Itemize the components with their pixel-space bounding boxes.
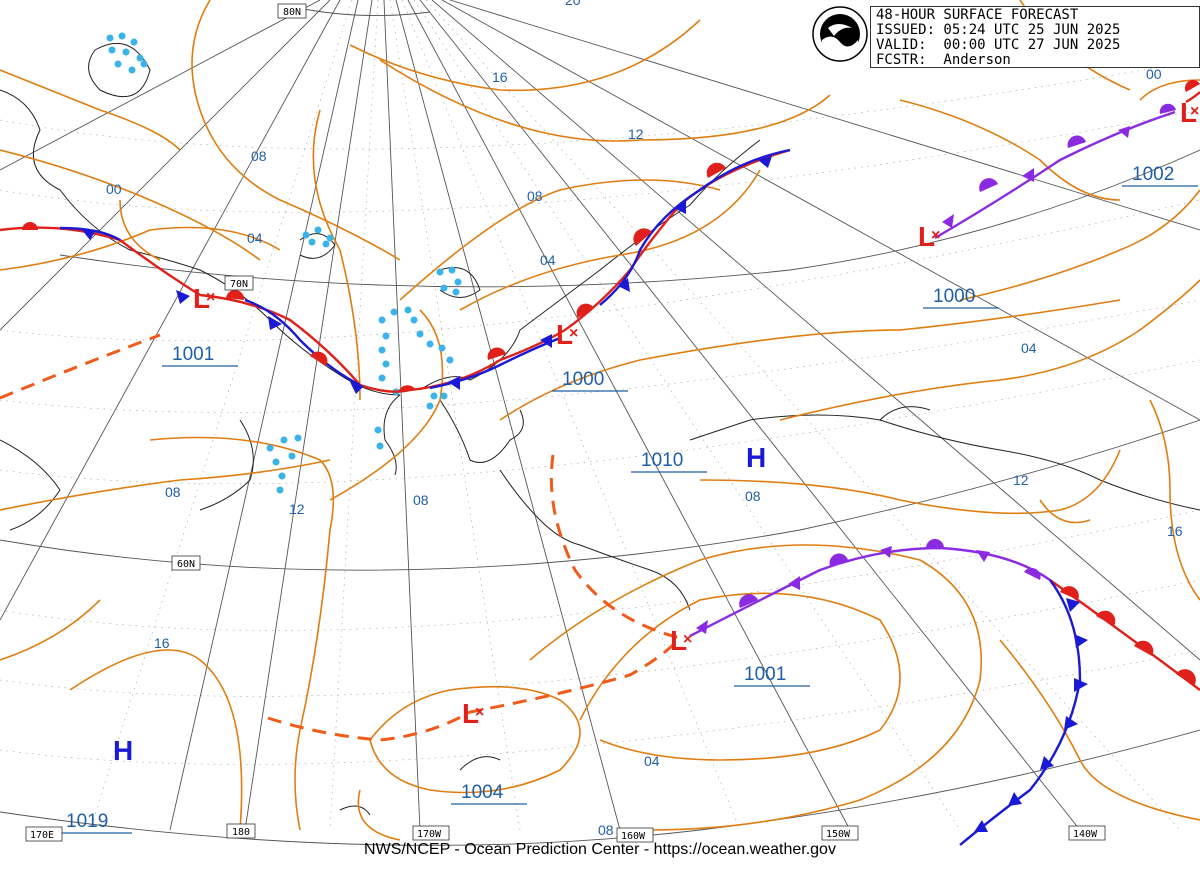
svg-text:08: 08 [527, 188, 543, 204]
svg-text:04: 04 [540, 252, 556, 268]
svg-text:00: 00 [106, 181, 122, 197]
forecaster: FCSTR: Anderson [876, 52, 1011, 68]
svg-text:00: 00 [1146, 66, 1162, 82]
svg-text:150W: 150W [826, 829, 851, 840]
svg-text:08: 08 [413, 492, 429, 508]
svg-text:170E: 170E [30, 830, 54, 841]
high-1010: H [746, 442, 766, 473]
low-1002-ne: L [918, 221, 935, 252]
svg-text:04: 04 [644, 753, 660, 769]
coastlines [0, 42, 1200, 816]
svg-text:160W: 160W [621, 831, 646, 842]
svg-text:12: 12 [289, 501, 305, 517]
valid-time: VALID: 00:00 UTC 27 JUN 2025 [876, 37, 1121, 53]
pressure-1002-ne: 1002 [1132, 164, 1174, 185]
beaufort-occluded-front [934, 79, 1200, 240]
svg-text:08: 08 [598, 822, 614, 838]
low-1004-aleutian: L [462, 698, 479, 729]
svg-text:20: 20 [565, 0, 581, 8]
pressure-1001-w: 1001 [172, 344, 214, 365]
credit-line: NWS/NCEP - Ocean Prediction Center - htt… [364, 841, 836, 858]
isobar-value-labels: 20 16 12 08 08 04 04 00 00 08 12 08 16 0… [106, 0, 1183, 838]
low-1000-c: L [556, 319, 573, 350]
svg-text:×: × [475, 704, 484, 721]
svg-text:×: × [206, 289, 215, 306]
svg-text:180: 180 [232, 827, 250, 838]
pressure-1000-ne: 1000 [933, 286, 975, 307]
low-beaufort-edge: L [1180, 97, 1197, 128]
latitude-lines [0, 3, 1200, 846]
svg-text:08: 08 [251, 148, 267, 164]
svg-text:80N: 80N [283, 7, 301, 18]
svg-text:12: 12 [1013, 472, 1029, 488]
forecast-header: 48-HOUR SURFACE FORECAST ISSUED: 05:24 U… [870, 6, 1200, 68]
pressure-1004: 1004 [461, 782, 504, 803]
svg-text:60N: 60N [177, 559, 195, 570]
grid-labels: 80N 70N 60N 170E 180 170W 160W 150W 140W [25, 3, 1106, 843]
northern-front [0, 148, 791, 393]
svg-text:×: × [569, 325, 578, 342]
high-1019: H [113, 735, 133, 766]
low-systems: L × L × L × L × L × L × [193, 97, 1199, 729]
low-1001-gulf: L [670, 625, 687, 656]
pressure-1010: 1010 [641, 450, 683, 471]
svg-text:70N: 70N [230, 279, 248, 290]
svg-text:04: 04 [247, 230, 263, 246]
northern-front-symbols [22, 156, 772, 394]
gulf-alaska-fronts [689, 539, 1200, 846]
svg-text:140W: 140W [1073, 829, 1098, 840]
svg-text:04: 04 [1021, 340, 1037, 356]
svg-text:16: 16 [492, 69, 508, 85]
high-systems: H H [113, 442, 766, 766]
issued-time: ISSUED: 05:24 UTC 25 JUN 2025 [876, 22, 1121, 38]
svg-text:×: × [683, 631, 692, 648]
trough-lines [0, 333, 682, 742]
svg-text:170W: 170W [417, 829, 442, 840]
svg-text:12: 12 [628, 126, 644, 142]
pressure-1000-c: 1000 [562, 369, 604, 390]
svg-text:08: 08 [745, 488, 761, 504]
central-pressure-labels: 1001 1000 1000 1002 1010 1001 1004 1019 [56, 164, 1198, 834]
pressure-1019: 1019 [66, 811, 108, 832]
fine-grid [0, 0, 1200, 831]
pressure-1001-se: 1001 [744, 664, 786, 685]
svg-text:×: × [1190, 103, 1199, 120]
isobars [0, 0, 1200, 841]
sea-ice-markers [106, 32, 462, 494]
noaa-logo [812, 6, 868, 62]
meridian-lines [0, 0, 1200, 831]
low-1001-w: L [193, 283, 210, 314]
svg-text:08: 08 [165, 484, 181, 500]
svg-text:16: 16 [154, 635, 170, 651]
svg-text:×: × [931, 227, 940, 244]
forecast-title: 48-HOUR SURFACE FORECAST [876, 7, 1079, 23]
svg-text:16: 16 [1167, 523, 1183, 539]
